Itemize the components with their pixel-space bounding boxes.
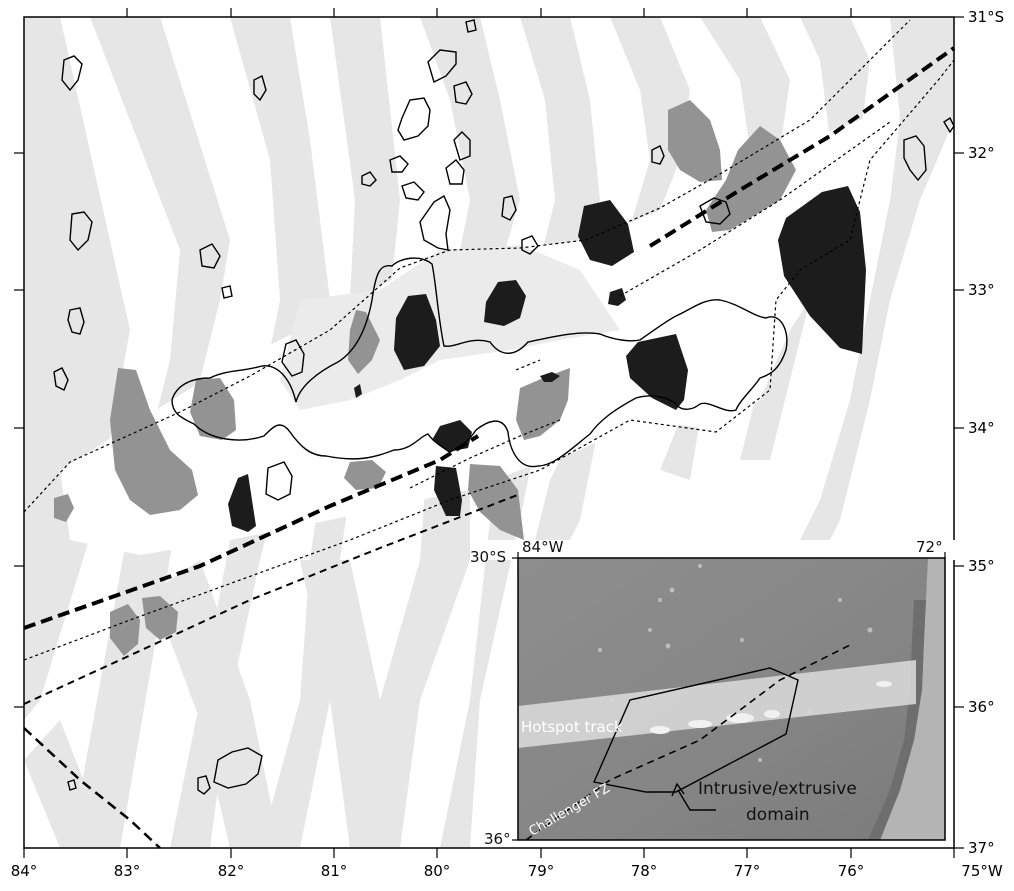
lon-tick-label: 78° — [631, 862, 658, 880]
lon-tick-label: 75°W — [961, 862, 1003, 880]
lon-tick-label: 77° — [734, 862, 761, 880]
inset-corner-lat-top: 30°S — [470, 548, 506, 566]
lat-tick-label: 37° — [968, 839, 995, 857]
inset-corner-lon-left: 84°W — [522, 538, 564, 556]
lon-tick-label: 80° — [424, 862, 451, 880]
lon-tick-label: 84° — [11, 862, 38, 880]
lon-tick-label: 81° — [321, 862, 348, 880]
lat-tick-label: 34° — [968, 419, 995, 437]
lat-tick-label: 36° — [968, 698, 995, 716]
lon-tick-label: 76° — [838, 862, 865, 880]
lat-tick-label: 32° — [968, 144, 995, 162]
inset-corner-lon-right: 72° — [916, 538, 943, 556]
right-axis-labels: 31°S 32° 33° 34° 35° 36° 37° — [968, 8, 1004, 857]
lon-tick-label: 79° — [528, 862, 555, 880]
lon-tick-label: 82° — [218, 862, 245, 880]
domain-label-line2: domain — [746, 805, 810, 825]
lat-tick-label: 31°S — [968, 8, 1004, 26]
domain-label-line1: Intrusive/extrusive — [698, 779, 857, 799]
lat-tick-label: 33° — [968, 281, 995, 299]
lat-tick-label: 35° — [968, 557, 995, 575]
bottom-axis-labels: 84° 83° 82° 81° 80° 79° 78° 77° 76° 75°W — [11, 862, 1003, 880]
inset-corner-lat-bottom: 36° — [484, 830, 511, 848]
hotspot-track-label: Hotspot track — [521, 718, 623, 736]
lon-tick-label: 83° — [114, 862, 141, 880]
